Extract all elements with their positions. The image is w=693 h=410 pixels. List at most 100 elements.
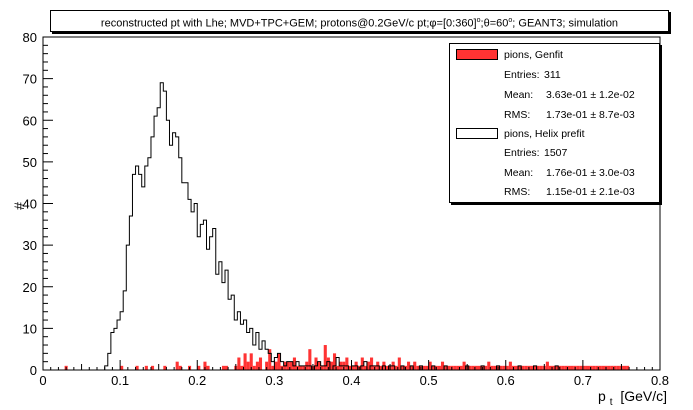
histogram-bar-genfit <box>407 361 411 370</box>
histogram-bar-genfit <box>243 353 247 370</box>
histogram-bar-genfit <box>360 357 364 370</box>
histogram-bar-genfit <box>487 361 491 370</box>
x-axis-label-sub: t <box>610 397 613 408</box>
histogram-bar-genfit <box>493 365 497 370</box>
y-tick-label: 20 <box>23 280 37 295</box>
histogram-bar-genfit <box>314 357 318 370</box>
histogram-bar-genfit <box>225 365 229 370</box>
x-tick-label: 0.7 <box>574 373 592 388</box>
histogram-bar-genfit <box>323 345 327 370</box>
x-tick-label: 0.5 <box>420 373 438 388</box>
title-text-e: ; GEANT3; simulation <box>512 17 619 30</box>
histogram-bar-genfit <box>521 365 525 370</box>
histogram-bar-genfit <box>471 365 475 370</box>
axis-layer: 0 0.1 0.2 0.3 0.4 0.5 0.6 0.7 0.8 0 10 20 30 40 50 60 70… <box>23 30 670 388</box>
legend-mean-label: Mean: <box>504 167 534 179</box>
histogram-bar-genfit <box>431 365 435 370</box>
histogram-bar-genfit <box>302 365 306 370</box>
histogram-bar-genfit <box>175 361 179 370</box>
histogram-bar-genfit <box>120 365 124 370</box>
histogram-bar-genfit <box>144 365 148 370</box>
histogram-bar-genfit <box>524 365 528 370</box>
y-tick-label: 60 <box>23 113 37 128</box>
histogram-bar-genfit <box>370 357 374 370</box>
histogram-bar-genfit <box>468 365 472 370</box>
x-tick-label: 0.3 <box>265 373 283 388</box>
title-text-c: ; <box>480 17 484 30</box>
x-tick-label: 0 <box>39 373 46 388</box>
histogram-bar-genfit <box>252 365 256 370</box>
legend-stat-row: Mean: 3.63e-01 ± 1.2e-02 <box>450 86 659 104</box>
histogram-bar-genfit <box>598 365 602 370</box>
y-tick-label: 10 <box>23 321 37 336</box>
histogram-bar-genfit <box>552 365 556 370</box>
x-tick-label: 0.1 <box>111 373 129 388</box>
y-axis-label: # <box>11 202 27 210</box>
histogram-bar-genfit <box>545 361 549 370</box>
histogram-bar-genfit <box>240 365 244 370</box>
histogram-bar-genfit <box>561 365 565 370</box>
legend-rms-value: 1.73e-01 ± 8.7e-03 <box>546 109 635 121</box>
title-text-d: =60 <box>489 17 509 30</box>
x-axis-label-main: p <box>598 388 606 404</box>
legend-name-helix: pions, Helix prefit <box>504 128 585 140</box>
legend-entry-genfit: pions, Genfit <box>450 46 659 64</box>
legend-rms-value: 1.15e-01 ± 2.1e-03 <box>546 186 635 198</box>
legend-entries-value: 311 <box>544 69 561 81</box>
histogram-bar-genfit <box>271 365 275 370</box>
histogram-bar-genfit <box>477 365 482 370</box>
histogram-bar-genfit <box>607 365 611 370</box>
histogram-bar-genfit <box>444 365 448 370</box>
histogram-bar-genfit <box>348 365 352 370</box>
histogram-bar-genfit <box>249 353 253 370</box>
histogram-bar-genfit <box>456 365 460 370</box>
histogram-bar-genfit <box>363 365 367 370</box>
legend-stat-row: RMS: 1.73e-01 ± 8.7e-03 <box>450 106 659 124</box>
histogram-bar-genfit <box>366 361 371 370</box>
histogram-bar-genfit <box>237 357 241 370</box>
title-degree-2: o <box>508 17 513 24</box>
y-tick-label: 50 <box>23 155 37 170</box>
x-axis-label: p t [GeV/c] <box>598 388 667 408</box>
histogram-bar-genfit <box>515 365 519 370</box>
histogram-bar-genfit <box>385 365 389 370</box>
histogram-bar-genfit <box>564 365 568 370</box>
histogram-bar-genfit <box>332 353 337 370</box>
chart-title: reconstructed pt with Lhe; MVD+TPC+GEM; … <box>50 10 669 32</box>
histogram-bar-genfit <box>626 365 630 370</box>
legend-entries-value: 1507 <box>544 147 568 159</box>
histogram-bar-genfit <box>299 365 303 370</box>
histogram-bar-genfit <box>410 365 414 370</box>
histogram-bar-genfit <box>474 365 478 370</box>
legend-mean-value: 1.76e-01 ± 3.0e-03 <box>546 167 635 179</box>
histogram-bar-genfit <box>286 361 290 370</box>
legend-mean-value: 3.63e-01 ± 1.2e-02 <box>546 89 635 101</box>
histogram-bar-genfit <box>265 361 269 370</box>
title-phi: φ <box>429 17 437 30</box>
histogram-bar-genfit <box>394 365 398 370</box>
histogram-bar-genfit <box>308 349 312 370</box>
legend-swatch-helix <box>456 128 498 139</box>
x-axis-label-unit: [GeV/c] <box>620 388 667 404</box>
histogram-bar-genfit <box>197 365 201 370</box>
histogram-bar-genfit <box>440 361 445 370</box>
histogram-bar-genfit <box>163 365 167 370</box>
histogram-bar-genfit <box>570 365 574 370</box>
legend-swatch-genfit <box>456 49 498 60</box>
histogram-bar-genfit <box>576 365 580 370</box>
histogram-bar-genfit <box>595 365 599 370</box>
histogram-bar-genfit <box>533 365 537 370</box>
title-theta: θ <box>483 17 490 30</box>
histogram-bar-genfit <box>317 361 321 370</box>
legend-entries-label: Entries: <box>504 69 540 81</box>
legend-stat-row: Entries: 311 <box>450 66 659 84</box>
y-tick-label: 70 <box>23 72 37 87</box>
histogram-bar-genfit <box>462 361 466 370</box>
histogram-bar-genfit <box>277 353 281 370</box>
histogram-bar-genfit <box>490 365 494 370</box>
histogram-bar-genfit <box>484 365 488 370</box>
legend-stat-row: RMS: 1.15e-01 ± 2.1e-03 <box>450 183 659 201</box>
histogram-bar-genfit <box>548 365 553 370</box>
legend-rms-label: RMS: <box>504 186 531 198</box>
